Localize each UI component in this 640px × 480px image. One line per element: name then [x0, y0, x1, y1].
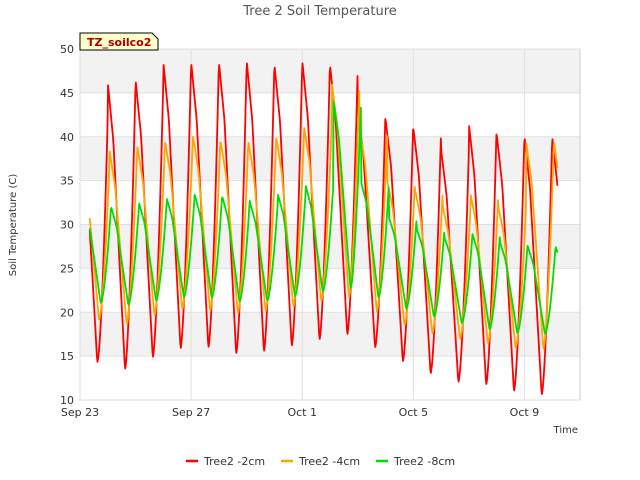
- y-tick-50: 50: [60, 43, 74, 56]
- legend-label-2: Tree2 -8cm: [393, 455, 455, 468]
- legend: Tree2 -2cm Tree2 -4cm Tree2 -8cm: [186, 455, 455, 468]
- legend-label-0: Tree2 -2cm: [203, 455, 265, 468]
- y-tick-40: 40: [60, 131, 74, 144]
- x-tick-2: Oct 1: [287, 406, 317, 419]
- y-tick-15: 15: [60, 350, 74, 363]
- site-label-box: TZ_soilco2: [79, 32, 159, 51]
- legend-label-1: Tree2 -4cm: [298, 455, 360, 468]
- x-axis-label: Time: [553, 425, 578, 436]
- x-tick-3: Oct 5: [399, 406, 429, 419]
- x-tick-1: Sep 27: [172, 406, 210, 419]
- y-tick-25: 25: [60, 262, 74, 275]
- x-tick-0: Sep 23: [61, 406, 99, 419]
- y-tick-45: 45: [60, 87, 74, 100]
- site-label: TZ_soilco2: [87, 36, 151, 49]
- y-tick-20: 20: [60, 306, 74, 319]
- series-line-2: [88, 100, 559, 335]
- y-tick-10: 10: [60, 394, 74, 407]
- y-tick-30: 30: [60, 219, 74, 232]
- x-tick-4: Oct 9: [510, 406, 540, 419]
- y-axis-ticks: 10 15 20 25 30 35 40 45 50: [60, 43, 74, 407]
- y-tick-35: 35: [60, 175, 74, 188]
- band-15-20: [80, 312, 580, 357]
- series-lines: [88, 62, 559, 395]
- chart-title: Tree 2 Soil Temperature: [242, 4, 397, 19]
- y-axis-label: Soil Temperature (C): [8, 174, 19, 277]
- x-axis-ticks: Sep 23 Sep 27 Oct 1 Oct 5 Oct 9: [61, 406, 539, 419]
